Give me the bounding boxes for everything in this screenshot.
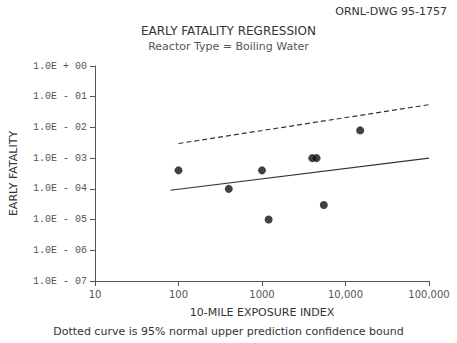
svg-text:1.0E - 05: 1.0E - 05: [33, 214, 87, 225]
svg-text:Reactor Type = Boiling Water: Reactor Type = Boiling Water: [148, 40, 309, 53]
svg-text:ORNL-DWG 95-1757: ORNL-DWG 95-1757: [335, 5, 447, 18]
svg-text:EARLY FATALITY REGRESSION: EARLY FATALITY REGRESSION: [141, 24, 316, 38]
svg-text:1.0E - 03: 1.0E - 03: [33, 153, 87, 164]
svg-text:100: 100: [169, 289, 188, 300]
svg-text:1000: 1000: [249, 289, 274, 300]
svg-text:1.0E + 00: 1.0E + 00: [33, 61, 87, 72]
svg-text:10: 10: [89, 289, 102, 300]
svg-text:1.0E - 01: 1.0E - 01: [33, 91, 87, 102]
svg-text:1.0E - 06: 1.0E - 06: [33, 245, 87, 256]
svg-text:1.0E - 02: 1.0E - 02: [33, 122, 87, 133]
svg-text:Dotted curve is 95% normal upp: Dotted curve is 95% normal upper predict…: [53, 325, 403, 338]
svg-text:10,000: 10,000: [328, 289, 363, 300]
svg-text:10-MILE EXPOSURE INDEX: 10-MILE EXPOSURE INDEX: [190, 306, 335, 319]
svg-text:1.0E - 07: 1.0E - 07: [33, 276, 87, 287]
svg-text:100,000: 100,000: [408, 289, 449, 300]
svg-text:1.0E - 04: 1.0E - 04: [33, 183, 87, 194]
svg-text:EARLY FATALITY: EARLY FATALITY: [7, 131, 20, 216]
